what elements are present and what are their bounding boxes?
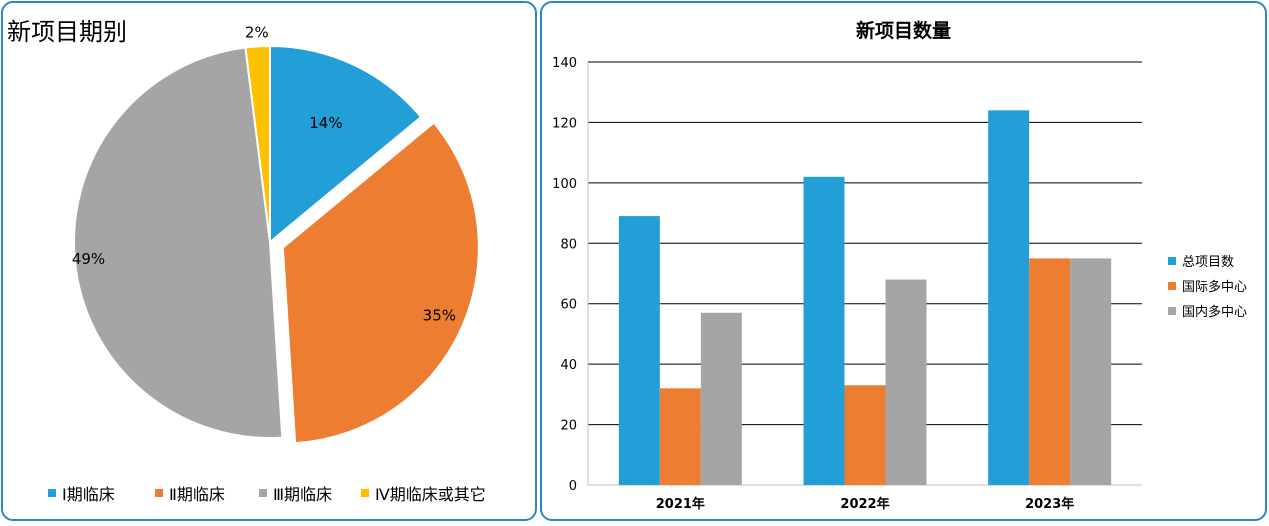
pie-legend-swatch-3: [259, 489, 267, 497]
pie-slice-4: [244, 44, 271, 243]
pie-data-label-4: 2%: [245, 23, 269, 41]
y-tick-label-7: 120: [552, 116, 577, 131]
pie-slice-1: [269, 44, 423, 245]
y-tick-label-2: 20: [560, 419, 577, 434]
bar-2-3: [885, 279, 927, 485]
bar-3-2: [1029, 258, 1071, 485]
pie-slice-3: [73, 46, 284, 439]
bar-legend-label-1: 总项目数: [1182, 255, 1235, 270]
pie-legend-label-3: Ⅲ期临床: [273, 485, 333, 504]
pie-title: 新项目期别: [7, 18, 127, 46]
bar-3-3: [1070, 258, 1112, 485]
pie-legend-item-1: Ⅰ期临床: [48, 481, 115, 505]
y-tick-label-1: 0: [569, 479, 577, 494]
y-tick-label-4: 60: [560, 298, 577, 313]
pie-data-label-2: 35%: [423, 306, 456, 324]
pie-legend-label-4: Ⅳ期临床或其它: [375, 485, 486, 504]
bar-1-1: [618, 216, 660, 486]
bar-2-1: [803, 176, 845, 486]
bar-3-1: [988, 110, 1030, 485]
pie-legend-item-3: Ⅲ期临床: [259, 481, 332, 505]
pie-slice-2: [281, 121, 480, 445]
bar-legend-swatch-2: [1168, 281, 1176, 290]
y-tick-label-5: 80: [560, 237, 577, 252]
y-tick-label-3: 40: [560, 358, 577, 373]
bar-legend-swatch-1: [1168, 256, 1176, 265]
y-tick-label-8: 140: [552, 56, 577, 71]
pie-legend-label-1: Ⅰ期临床: [62, 485, 115, 504]
pie-data-label-1: 14%: [309, 114, 342, 132]
bar-legend-label-3: 国内多中心: [1182, 305, 1248, 320]
bar-legend-item-1: 总项目数: [1168, 251, 1234, 270]
x-tick-label-2: 2022年: [840, 496, 889, 512]
pie-legend-item-2: Ⅱ期临床: [155, 481, 225, 505]
x-tick-label-1: 2021年: [656, 496, 705, 512]
pie-legend-item-4: Ⅳ期临床或其它: [361, 481, 486, 505]
pie-legend-swatch-4: [361, 489, 369, 497]
bar-1-2: [659, 388, 701, 485]
bar-title: 新项目数量: [855, 20, 951, 42]
bar-legend-item-2: 国际多中心: [1168, 276, 1247, 295]
bar-1-3: [700, 312, 742, 485]
pie-data-label-3: 49%: [72, 250, 105, 268]
bar-2-2: [844, 385, 886, 485]
pie-legend-label-2: Ⅱ期临床: [169, 485, 225, 504]
bar-legend-item-3: 国内多中心: [1168, 301, 1247, 320]
bar-legend-label-2: 国际多中心: [1182, 280, 1248, 295]
y-tick-label-6: 100: [552, 177, 577, 192]
bar-legend-swatch-3: [1168, 306, 1176, 315]
pie-legend-swatch-1: [48, 489, 56, 497]
pie-legend-swatch-2: [155, 489, 163, 497]
x-tick-label-3: 2023年: [1025, 496, 1074, 512]
